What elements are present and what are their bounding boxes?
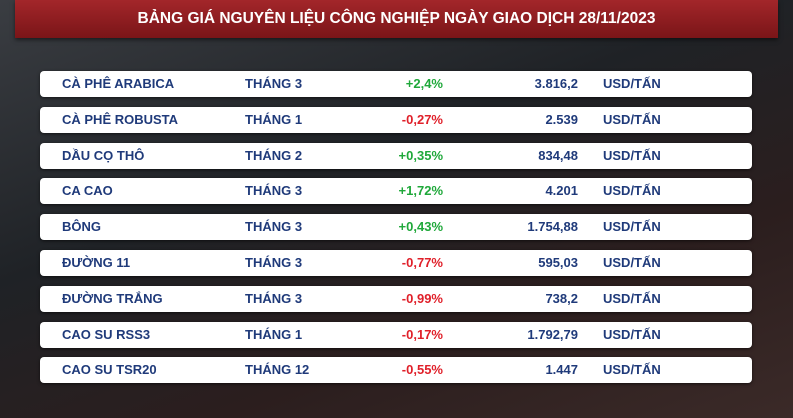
commodity: CAO SU TSR20 bbox=[62, 362, 157, 378]
commodity: ĐƯỜNG 11 bbox=[62, 255, 131, 270]
price: 1.447 bbox=[545, 362, 578, 378]
title: BẢNG GIÁ NGUYÊN LIỆU CÔNG NGHIỆP NGÀY GI… bbox=[15, 0, 778, 38]
table-row: CÀ PHÊ ARABICA THÁNG 3 +2,4% 3.816,2 USD/TẤN bbox=[40, 71, 752, 97]
table-row: ĐƯỜNG TRẮNG THÁNG 3 -0,99% 738,2 USD/TẤN bbox=[40, 285, 752, 312]
commodity: BÔNG bbox=[62, 219, 101, 235]
price: 4.201 bbox=[545, 183, 578, 199]
commodity: CAO SU RSS3 bbox=[62, 326, 151, 342]
change: +0,35% bbox=[398, 147, 443, 163]
contract-month: THÁNG 2 bbox=[245, 147, 303, 163]
table-row: CA CAO THÁNG 3 +1,72% 4.201 USD/TẤN bbox=[40, 178, 752, 205]
table-row: ĐƯỜNG 11 THÁNG 3 -0,77% 595,03 USD/TẤN bbox=[40, 250, 752, 276]
change: -0,99% bbox=[401, 290, 443, 306]
contract-month: THÁNG 3 bbox=[245, 290, 303, 306]
change: +1,72% bbox=[398, 183, 443, 199]
unit: USD/TẤN bbox=[603, 326, 661, 342]
table-row: CAO SU RSS3 THÁNG 1 -0,17% 1.792,79 USD/TẤN bbox=[40, 321, 752, 348]
contract-month: THÁNG 3 bbox=[245, 76, 303, 91]
unit: USD/TẤN bbox=[603, 219, 661, 235]
change: +2,4% bbox=[405, 76, 443, 91]
contract-month: THÁNG 3 bbox=[245, 255, 303, 270]
commodity: CA CAO bbox=[62, 183, 113, 199]
commodity: ĐƯỜNG TRẮNG bbox=[62, 290, 163, 306]
unit: USD/TẤN bbox=[603, 255, 661, 270]
price: 1.754,88 bbox=[527, 219, 578, 235]
change: -0,17% bbox=[401, 326, 443, 342]
unit: USD/TẤN bbox=[603, 183, 661, 199]
table-row: CAO SU TSR20 THÁNG 12 -0,55% 1.447 USD/TẤN bbox=[40, 357, 752, 384]
unit: USD/TẤN bbox=[603, 362, 661, 378]
unit: USD/TẤN bbox=[603, 111, 661, 127]
table-row: DẦU CỌ THÔ THÁNG 2 +0,35% 834,48 USD/TẤN bbox=[40, 142, 752, 169]
unit: USD/TẤN bbox=[603, 147, 661, 163]
price: 595,03 bbox=[538, 255, 578, 270]
contract-month: THÁNG 1 bbox=[245, 326, 303, 342]
change: -0,55% bbox=[401, 362, 443, 378]
price: 2.539 bbox=[545, 111, 578, 127]
contract-month: THÁNG 3 bbox=[245, 183, 303, 199]
change: -0,27% bbox=[401, 111, 443, 127]
unit: USD/TẤN bbox=[603, 76, 661, 91]
contract-month: THÁNG 3 bbox=[245, 219, 303, 235]
contract-month: THÁNG 12 bbox=[245, 362, 310, 378]
commodity: CÀ PHÊ ARABICA bbox=[62, 76, 175, 91]
price: 3.816,2 bbox=[534, 76, 578, 91]
price: 738,2 bbox=[545, 290, 578, 306]
unit: USD/TẤN bbox=[603, 290, 661, 306]
change: +0,43% bbox=[398, 219, 443, 235]
commodity: CÀ PHÊ ROBUSTA bbox=[62, 111, 179, 127]
price: 834,48 bbox=[538, 147, 578, 163]
commodity: DẦU CỌ THÔ bbox=[62, 147, 145, 163]
table-row: CÀ PHÊ ROBUSTA THÁNG 1 -0,27% 2.539 USD/TẤN bbox=[40, 106, 752, 133]
price: 1.792,79 bbox=[527, 326, 578, 342]
table-row: BÔNG THÁNG 3 +0,43% 1.754,88 USD/TẤN bbox=[40, 214, 752, 241]
contract-month: THÁNG 1 bbox=[245, 111, 303, 127]
change: -0,77% bbox=[401, 255, 443, 270]
